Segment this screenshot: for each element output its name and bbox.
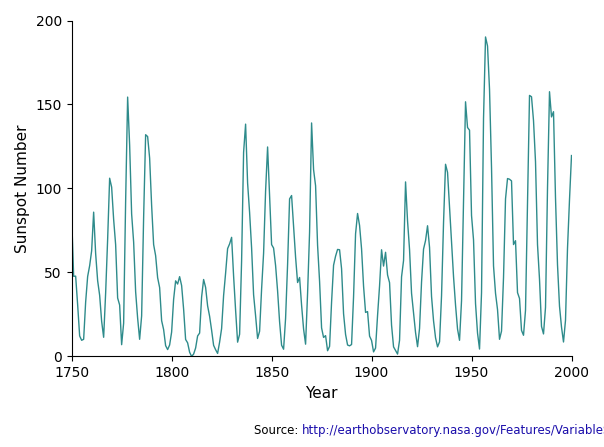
Y-axis label: Sunspot Number: Sunspot Number	[15, 124, 30, 253]
Text: http://earthobservatory.nasa.gov/Features/VariableSun/: http://earthobservatory.nasa.gov/Feature…	[302, 424, 604, 437]
Text: Source:: Source:	[254, 424, 302, 437]
X-axis label: Year: Year	[306, 386, 338, 401]
